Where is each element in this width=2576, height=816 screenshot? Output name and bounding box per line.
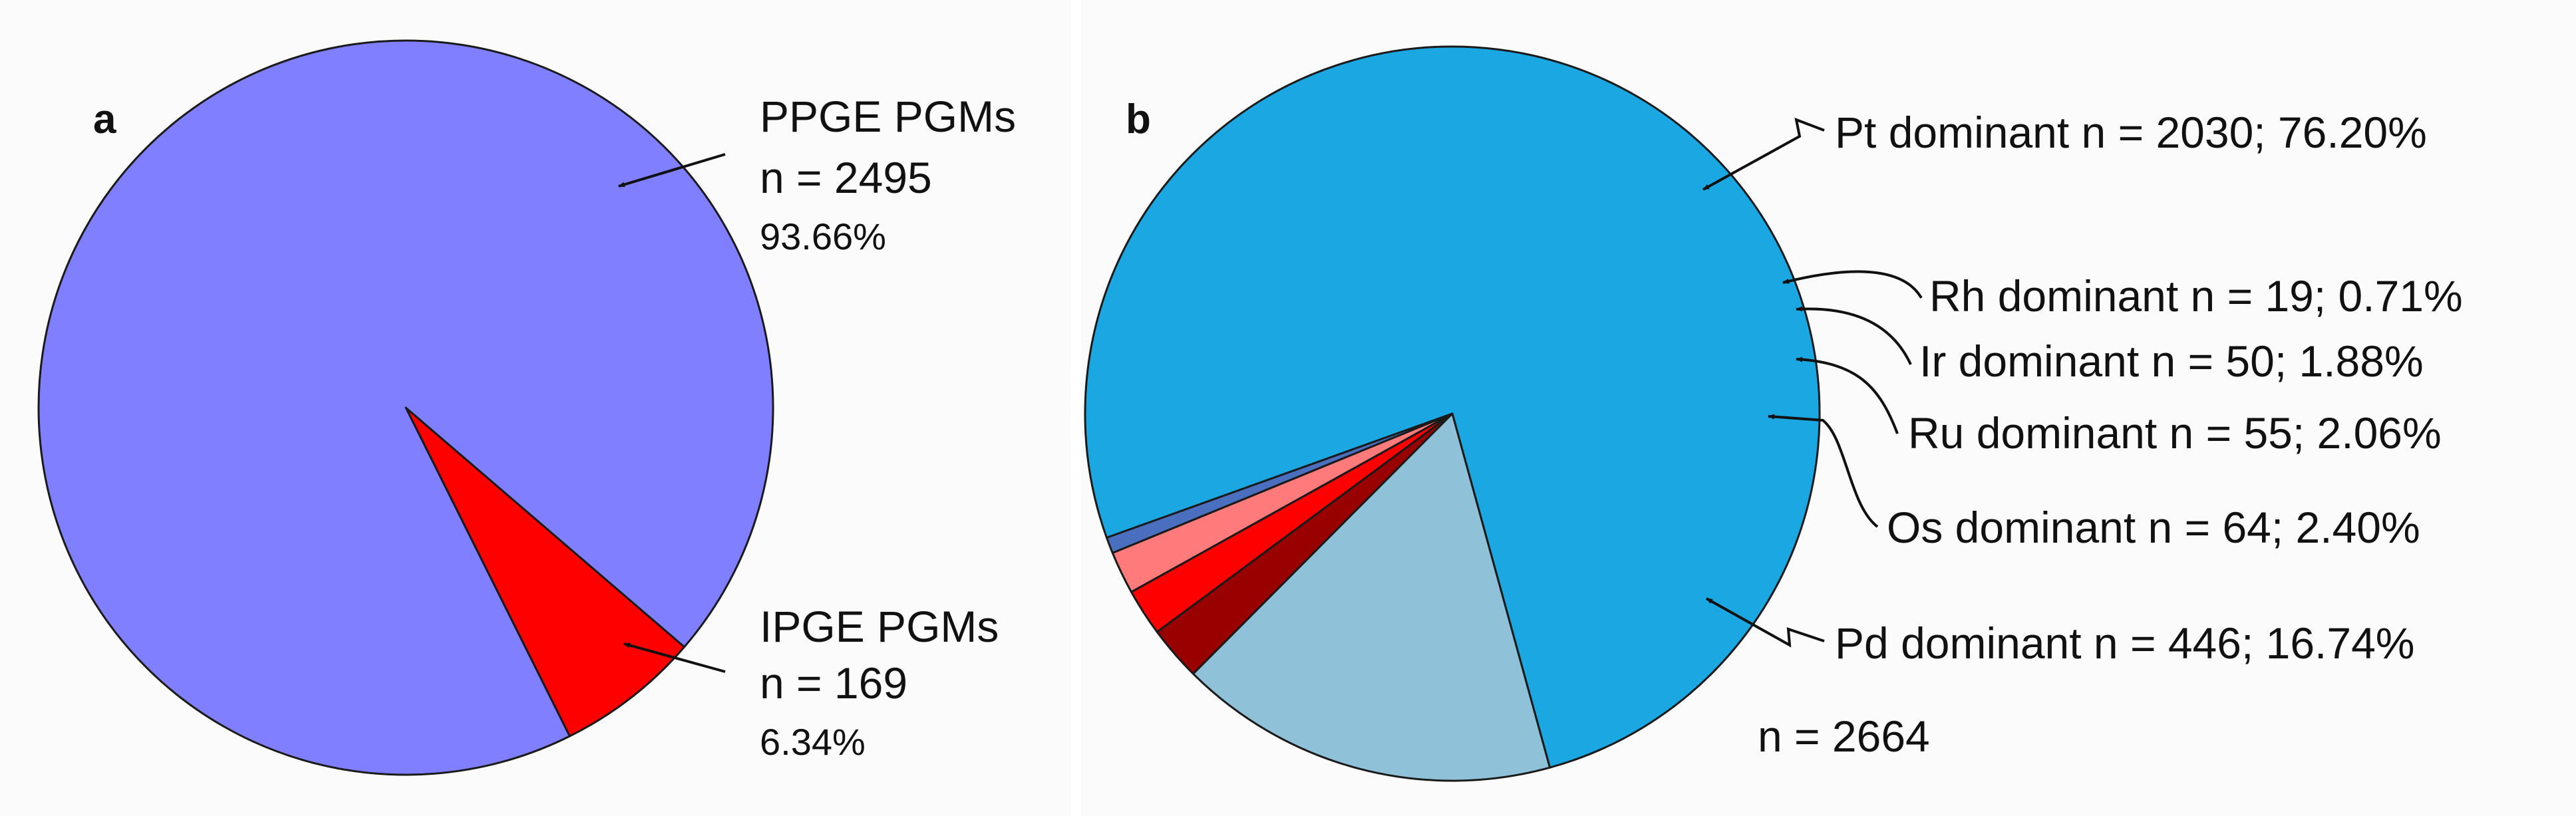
pie-slice-pt	[1084, 45, 1821, 769]
leader-arrow-ru	[1796, 356, 1899, 434]
slice-label-pd: Pd dominant n = 446; 16.74%	[1835, 618, 2414, 668]
pie-a-slices	[37, 39, 774, 776]
slice-label-ppge-name: PPGE PGMs	[760, 92, 1016, 141]
total-count-label: n = 2664	[1758, 712, 1930, 761]
leader-arrow-ppge	[618, 153, 726, 188]
slice-label-rh: Rh dominant n = 19; 0.71%	[1929, 271, 2463, 321]
pie-chart-b: b Pt dominant n = 2030; 76.20% Rh domina…	[1084, 45, 2463, 782]
slice-label-os: Os dominant n = 64; 2.40%	[1887, 503, 2420, 552]
pie-slice-pd	[1192, 412, 1551, 782]
slice-label-ru: Ru dominant n = 55; 2.06%	[1908, 408, 2442, 458]
slice-label-ppge-count: n = 2495	[760, 153, 932, 202]
pie-slice-ipge	[404, 406, 686, 738]
panel-label-b: b	[1126, 96, 1151, 142]
leader-arrow-os	[1768, 414, 1879, 528]
slice-label-ppge-percent: 93.66%	[760, 215, 886, 257]
pie-b-slices	[1084, 45, 1821, 782]
panel-label-a: a	[93, 96, 116, 142]
slice-label-ipge-count: n = 169	[760, 658, 907, 708]
leader-arrow-pd	[1706, 597, 1825, 648]
leader-arrow-pt	[1702, 117, 1825, 191]
slice-label-ir: Ir dominant n = 50; 1.88%	[1919, 337, 2424, 386]
pie-chart-a: a PPGE PGMs n = 2495 93.66% IPGE PGMs n …	[37, 39, 1016, 776]
slice-label-ipge-name: IPGE PGMs	[760, 602, 999, 651]
leader-arrow-rh	[1782, 270, 1923, 299]
pie-slice-ppge	[37, 39, 774, 776]
slice-label-pt: Pt dominant n = 2030; 76.20%	[1835, 108, 2427, 157]
leader-arrow-ir	[1796, 306, 1912, 365]
slice-label-ipge-percent: 6.34%	[760, 721, 866, 763]
leader-arrow-ipge	[623, 642, 726, 673]
